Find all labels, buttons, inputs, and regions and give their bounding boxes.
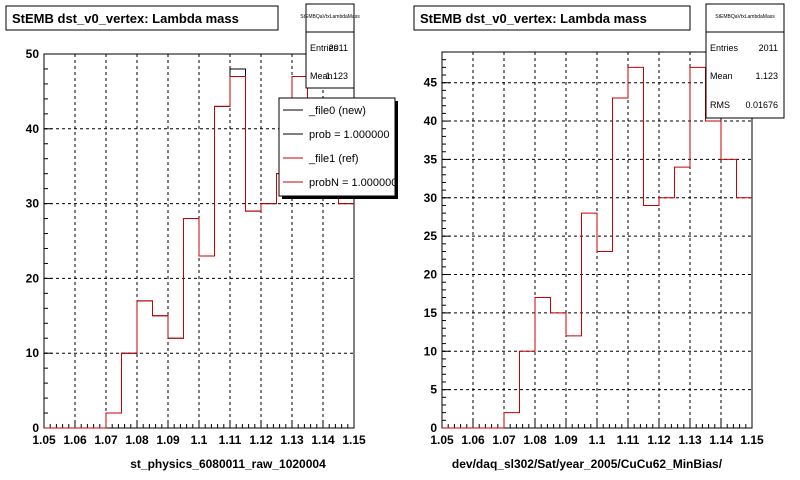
stats-mean-value: 1.123 [755, 71, 778, 81]
x-tick-label: 1.11 [219, 433, 242, 447]
x-tick-label: 1.05 [430, 433, 454, 447]
x-tick-label: 1.11 [617, 433, 640, 447]
stats-mean-label: Mean [710, 71, 733, 81]
stats-mean-label: Mean [310, 71, 333, 81]
x-tick-label: 1.15 [342, 433, 366, 447]
x-tick-label: 1.05 [32, 433, 56, 447]
x-tick-label: 1.12 [249, 433, 273, 447]
stats-entries-value: 2011 [759, 43, 778, 53]
y-tick-label: 40 [26, 122, 40, 136]
legend-label: prob = 1.000000 [309, 129, 389, 141]
title-box [5, 5, 279, 31]
stats-entries-label: Entries [310, 43, 339, 53]
title-box [413, 5, 691, 31]
stats-mean-value: 1.123 [325, 71, 348, 81]
chart-title-text: StEMB dst_v0_vertex: Lambda mass [12, 11, 239, 26]
x-tick-label: 1.06 [461, 433, 485, 447]
y-tick-label: 40 [424, 114, 438, 128]
stats-entries-label: Entries [710, 43, 739, 53]
y-tick-label: 35 [424, 152, 438, 166]
x-tick-label: 1.14 [311, 433, 335, 447]
chart-panel-1: 1.05 1.06 1.07 1.08 1.09 1.1 1.11 1.12 1.13 1.14 1… [5, 3, 398, 471]
x-tick-label: 1.08 [125, 433, 149, 447]
x-tick-label: 1.13 [280, 433, 304, 447]
x-tick-label: 1.08 [523, 433, 547, 447]
y-tick-label: 10 [424, 344, 438, 358]
x-tick-label: 1.07 [94, 433, 118, 447]
x-tick-label: 1.06 [63, 433, 87, 447]
x-tick-label: 1.12 [647, 433, 671, 447]
stats-title: StEMBQaVtxLambdaMass [300, 14, 360, 20]
chart-title: StEMB dst_v0_vertex: Lambda mass [5, 5, 279, 31]
legend-entry: probN = 1.000000 [283, 177, 397, 189]
x-axis-label: dev/daq_sl302/Sat/year_2005/CuCu62_MinBi… [452, 457, 723, 471]
y-tick-label: 25 [424, 229, 438, 243]
stats-rms-value: 0.01676 [745, 100, 778, 110]
stats-frame [305, 3, 355, 89]
x-tick-label: 1.09 [156, 433, 180, 447]
stats-title: StEMBQaVtxLambdaMass [715, 14, 775, 20]
stats-frame [705, 3, 785, 119]
y-tick-label: 5 [430, 383, 437, 397]
y-tick-label: 50 [26, 47, 40, 61]
x-tick-label: 1.14 [709, 433, 733, 447]
legend-label: _file1 (ref) [308, 153, 359, 165]
legend-label: _file0 (new) [308, 105, 366, 117]
legend-entry: _file0 (new) [283, 105, 366, 117]
x-tick-label: 1.13 [678, 433, 702, 447]
stats-box: StEMBQaVtxLambdaMass Entries 2011 Mean 1.123… [705, 3, 785, 119]
y-tick-label: 0 [430, 421, 437, 435]
y-axis: 0 5 10 15 20 25 30 35 40 45 [424, 51, 752, 435]
y-tick-label: 0 [32, 421, 39, 435]
y-tick-label: 45 [424, 76, 438, 90]
stats-entries-value: 2011 [329, 43, 348, 53]
stats-rms-label: RMS [710, 100, 730, 110]
y-tick-label: 30 [424, 191, 438, 205]
y-tick-label: 20 [26, 271, 40, 285]
x-tick-label: 1.1 [589, 433, 606, 447]
y-tick-label: 10 [26, 346, 40, 360]
y-tick-label: 30 [26, 197, 40, 211]
chart-title-text: StEMB dst_v0_vertex: Lambda mass [420, 11, 647, 26]
x-axis: 1.05 1.06 1.07 1.08 1.09 1.1 1.11 1.12 1.13 1.14 1… [430, 52, 764, 447]
legend-label: probN = 1.000000 [309, 177, 397, 189]
x-axis-label: st_physics_6080011_raw_1020004 [130, 457, 326, 471]
chart-title: StEMB dst_v0_vertex: Lambda mass [413, 5, 691, 31]
y-tick-label: 20 [424, 268, 438, 282]
legend: _file0 (new) prob = 1.000000 _file1 (ref) p… [278, 97, 398, 199]
legend-frame [278, 97, 396, 197]
legend-entry: prob = 1.000000 [283, 129, 389, 141]
x-tick-label: 1.07 [492, 433, 516, 447]
x-tick-label: 1.1 [191, 433, 208, 447]
legend-entry: _file1 (ref) [283, 153, 359, 165]
chart-panel-2: 1.05 1.06 1.07 1.08 1.09 1.1 1.11 1.12 1.13 1.14 1… [413, 3, 785, 471]
y-tick-label: 15 [424, 306, 438, 320]
x-tick-label: 1.09 [554, 433, 578, 447]
x-tick-label: 1.15 [740, 433, 764, 447]
